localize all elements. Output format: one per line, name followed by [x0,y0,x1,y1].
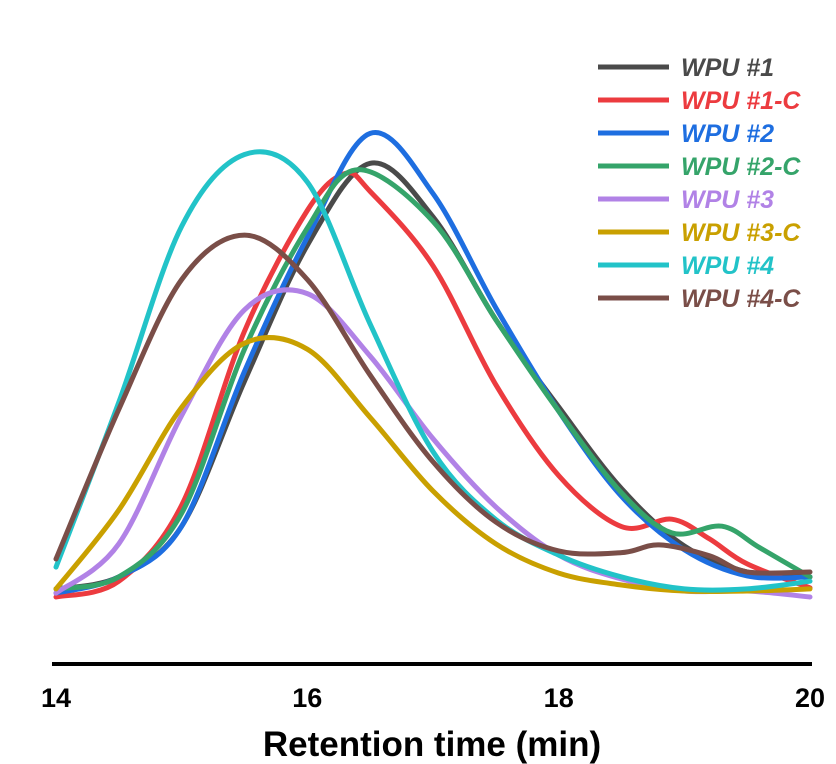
series-line-7 [53,149,813,593]
series-line-3 [53,130,813,596]
x-tick-labels: 14 16 18 20 [41,683,825,713]
legend-item-1: WPU #1 [598,54,774,82]
legend-label-8: WPU #4-C [681,285,801,313]
series-line-6 [53,335,813,595]
series-line-8 [53,232,813,576]
legend-item-3: WPU #2 [598,120,774,148]
legend-item-6: WPU #3-C [598,219,801,247]
x-tick-label-20: 20 [795,683,825,713]
legend-label-3: WPU #2 [681,120,774,148]
legend-item-4: WPU #2-C [598,153,801,181]
x-tick-label-16: 16 [292,683,322,713]
legend-item-8: WPU #4-C [598,285,801,313]
legend-label-7: WPU #4 [681,252,774,280]
x-tick-label-18: 18 [544,683,574,713]
legend-label-5: WPU #3 [681,186,774,214]
legend-item-2: WPU #1-C [598,87,801,115]
series-layer [53,130,813,600]
legend-label-1: WPU #1 [681,54,774,82]
x-axis-title: Retention time (min) [263,725,601,764]
legend-item-5: WPU #3 [598,186,774,214]
legend-label-4: WPU #2-C [681,153,801,181]
legend-item-7: WPU #4 [598,252,774,280]
series-line-4 [53,167,813,592]
x-tick-label-14: 14 [41,683,71,713]
legend-label-6: WPU #3-C [681,219,801,247]
series-line-2 [53,170,813,600]
legend-label-2: WPU #1-C [681,87,801,115]
legend: WPU #1 WPU #1-C WPU #2 WPU #2-C WPU #3 WPU #3… [598,54,801,313]
